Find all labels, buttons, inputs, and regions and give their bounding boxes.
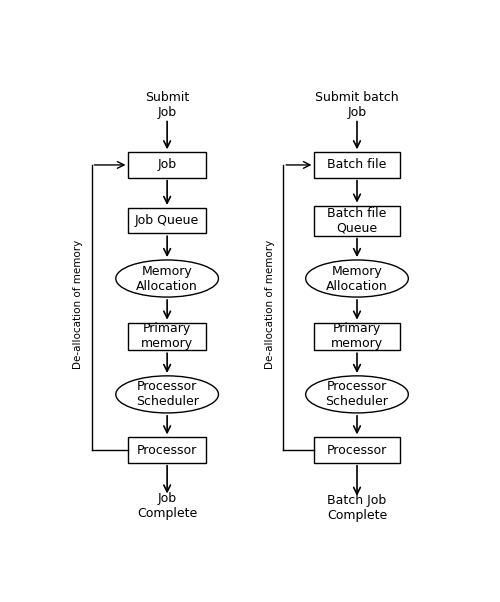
Text: Memory
Allocation: Memory Allocation	[136, 264, 198, 293]
Ellipse shape	[116, 376, 218, 413]
Text: Job Queue: Job Queue	[135, 214, 199, 227]
FancyBboxPatch shape	[128, 152, 206, 178]
Text: Job: Job	[158, 158, 176, 172]
Text: Submit batch
Job: Submit batch Job	[315, 91, 399, 119]
FancyBboxPatch shape	[314, 205, 400, 235]
Text: De-allocation of memory: De-allocation of memory	[265, 240, 275, 368]
Text: Primary
memory: Primary memory	[331, 323, 383, 350]
Text: Primary
memory: Primary memory	[141, 323, 193, 350]
Text: Submit
Job: Submit Job	[145, 91, 189, 119]
Text: Processor: Processor	[137, 444, 197, 456]
FancyBboxPatch shape	[314, 437, 400, 463]
FancyBboxPatch shape	[128, 323, 206, 350]
Text: Batch file
Queue: Batch file Queue	[328, 206, 386, 235]
Ellipse shape	[306, 376, 408, 413]
FancyBboxPatch shape	[128, 437, 206, 463]
Text: Batch file: Batch file	[328, 158, 386, 172]
Text: Memory
Allocation: Memory Allocation	[326, 264, 388, 293]
Text: Processor
Scheduler: Processor Scheduler	[326, 380, 388, 408]
Text: Processor
Scheduler: Processor Scheduler	[136, 380, 198, 408]
FancyBboxPatch shape	[128, 208, 206, 234]
Text: Processor: Processor	[327, 444, 387, 456]
Ellipse shape	[306, 260, 408, 297]
Text: Job
Complete: Job Complete	[137, 492, 197, 520]
Ellipse shape	[116, 260, 218, 297]
Text: Batch Job
Complete: Batch Job Complete	[327, 494, 387, 522]
Text: De-allocation of memory: De-allocation of memory	[73, 240, 83, 368]
FancyBboxPatch shape	[314, 323, 400, 350]
FancyBboxPatch shape	[314, 152, 400, 178]
